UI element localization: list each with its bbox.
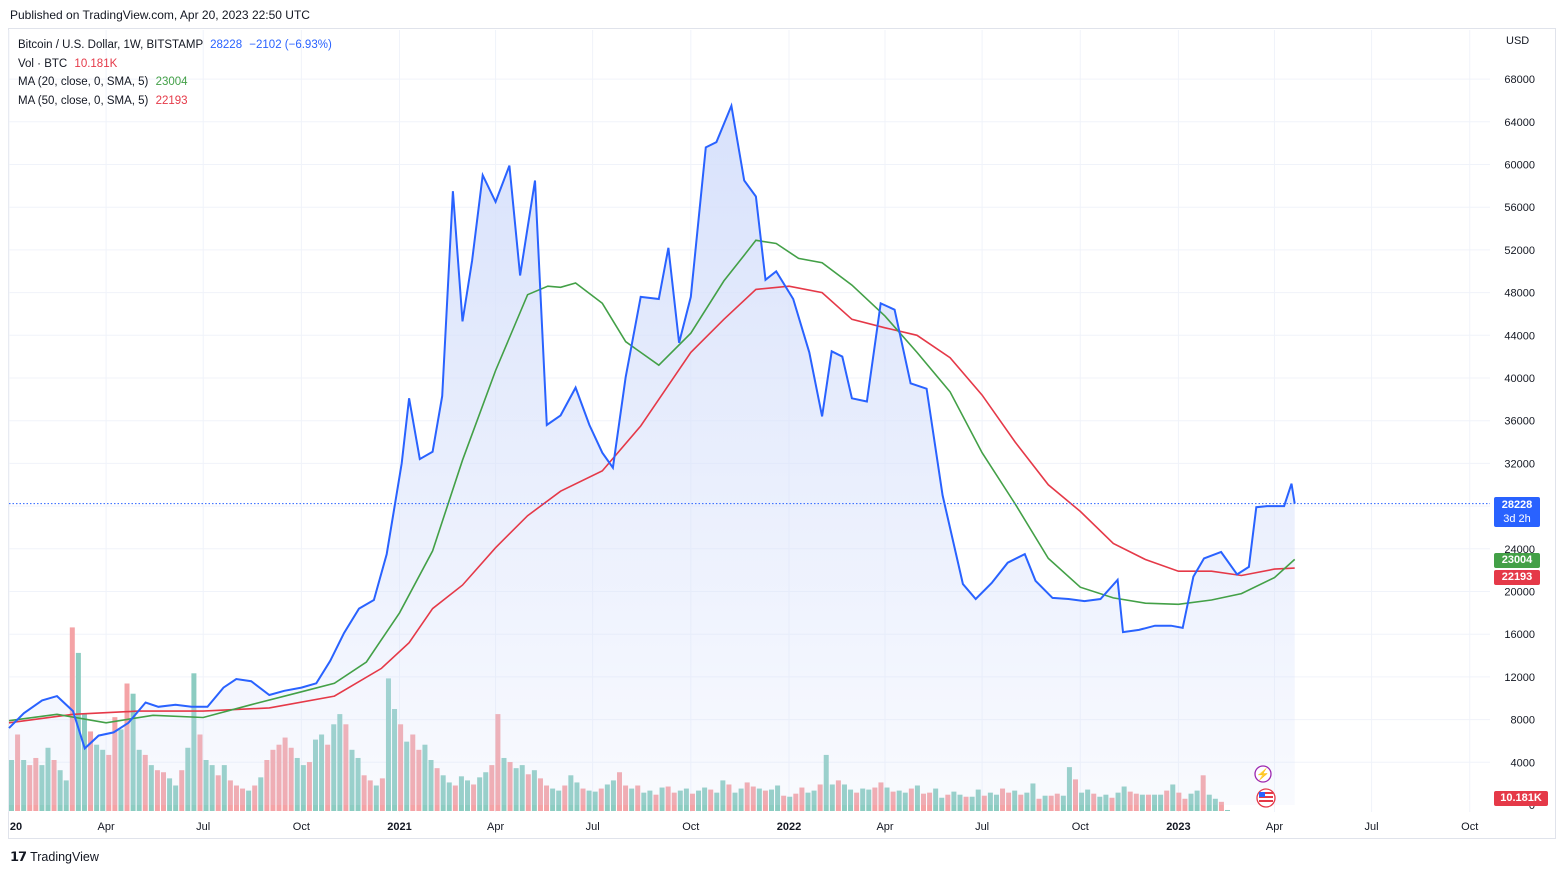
time-tick-label: 20 — [10, 821, 22, 833]
volume-value: 10.181K — [74, 57, 118, 70]
symbol-title: Bitcoin / U.S. Dollar, 1W, BITSTAMP — [18, 39, 203, 51]
volume-bar — [1225, 809, 1230, 811]
legend-ma20-row[interactable]: MA (20, close, 0, SMA, 5) 23004 — [18, 73, 332, 92]
time-tick-label: Oct — [1072, 821, 1089, 833]
price-area-fill — [9, 105, 1295, 806]
time-tick-label: Jul — [975, 821, 989, 833]
price-tick-label: 8000 — [1511, 715, 1535, 727]
time-tick-label: Oct — [293, 821, 310, 833]
time-tick-label: Jul — [1365, 821, 1379, 833]
event-markers: ⚡ — [1254, 765, 1276, 808]
time-tick-label: 2021 — [387, 821, 411, 833]
price-tick-label: 44000 — [1504, 330, 1535, 342]
time-tick-label: Apr — [1266, 821, 1283, 833]
ma50-value: 22193 — [155, 94, 188, 107]
ma50-price-tag: 22193 — [1494, 570, 1540, 585]
price-tick-label: 20000 — [1504, 587, 1535, 599]
price-tick-label: 64000 — [1504, 117, 1535, 129]
price-tick-label: 0 — [1529, 800, 1535, 812]
price-tick-label: 36000 — [1504, 416, 1535, 428]
time-tick-label: Jul — [196, 821, 210, 833]
volume-bar — [1218, 801, 1224, 811]
price-tick-label: 16000 — [1504, 629, 1535, 641]
price-tick-label: 56000 — [1504, 202, 1535, 214]
volume-tag: 10.181K — [1494, 791, 1548, 806]
time-tick-label: 2022 — [777, 821, 801, 833]
legend-symbol-row[interactable]: Bitcoin / U.S. Dollar, 1W, BITSTAMP 2822… — [18, 36, 332, 55]
last-price-tag: 28228 3d 2h — [1494, 497, 1540, 527]
countdown-tag: 3d 2h — [1503, 513, 1531, 525]
footer-brand[interactable]: 𝟭𝟳 TradingView — [10, 849, 99, 865]
ma50-label: MA (50, close, 0, SMA, 5) — [18, 94, 149, 107]
time-tick-label: Apr — [487, 821, 504, 833]
time-tick-label: Apr — [98, 821, 115, 833]
time-tick-label: Apr — [876, 821, 893, 833]
chart-legend: Bitcoin / U.S. Dollar, 1W, BITSTAMP 2822… — [18, 36, 332, 110]
ma20-value: 23004 — [155, 76, 188, 88]
price-tick-label: 24000 — [1504, 544, 1535, 556]
price-tick-label: 48000 — [1504, 288, 1535, 300]
time-tick-label: Jul — [586, 821, 600, 833]
published-header: Published on TradingView.com, Apr 20, 20… — [10, 8, 310, 22]
volume-label: Vol · BTC — [18, 57, 68, 70]
footer-brand-name: TradingView — [30, 850, 99, 864]
ma20-price-tag: 23004 — [1494, 553, 1540, 568]
price-tick-label: 12000 — [1504, 672, 1535, 684]
tradingview-logo-icon: 𝟭𝟳 — [10, 849, 27, 864]
time-axis: 20 Apr Jul Oct 2021 Apr Jul Oct 2022 Apr Jul Oct 202… — [10, 821, 1478, 833]
time-tick-label: 2023 — [1166, 821, 1190, 833]
last-price-tag-value: 28228 — [1501, 499, 1533, 511]
price-tick-label: 4000 — [1511, 757, 1535, 769]
ma20-label: MA (20, close, 0, SMA, 5) — [18, 76, 149, 88]
ma50-line — [8, 285, 1295, 724]
price-tick-label: 60000 — [1504, 160, 1535, 172]
legend-ma50-row[interactable]: MA (50, close, 0, SMA, 5) 22193 — [18, 92, 332, 111]
price-tick-label: 52000 — [1504, 245, 1535, 257]
price-tick-label: 32000 — [1504, 458, 1535, 470]
legend-volume-row[interactable]: Vol · BTC 10.181K — [18, 55, 332, 74]
event-lightning-icon — [1254, 765, 1272, 783]
price-change: −2102 (−6.93%) — [249, 39, 332, 51]
last-price: 28228 — [210, 39, 243, 51]
time-tick-label: Oct — [1461, 821, 1478, 833]
price-tick-label: 68000 — [1504, 74, 1535, 86]
time-tick-label: Oct — [682, 821, 699, 833]
price-axis: 6800064000600005600052000480004400040000… — [1504, 74, 1535, 812]
currency-label[interactable]: USD — [1506, 35, 1530, 47]
price-line — [8, 102, 1296, 751]
ma20-line — [8, 239, 1296, 724]
price-tick-label: 40000 — [1504, 373, 1535, 385]
lightning-glyph: ⚡ — [1256, 768, 1270, 781]
